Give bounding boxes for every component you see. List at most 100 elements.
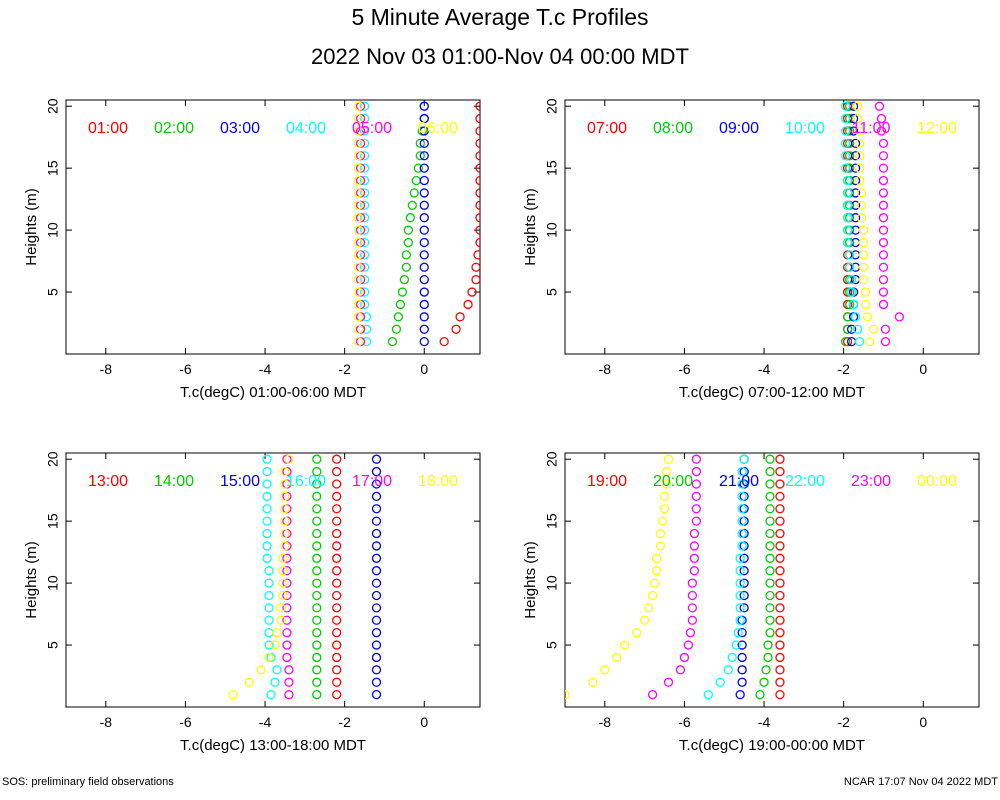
- data-point: [332, 528, 342, 539]
- data-point: [312, 628, 322, 638]
- data-point: [858, 250, 869, 260]
- data-point: [284, 665, 294, 675]
- data-point: [858, 237, 869, 248]
- legend-label: 08:00: [653, 120, 693, 137]
- data-point: [353, 200, 364, 210]
- x-tick-label: -4: [259, 714, 272, 730]
- data-point: [312, 578, 322, 588]
- x-tick-label: -8: [100, 361, 113, 377]
- data-point: [419, 213, 429, 223]
- data-point: [353, 287, 364, 297]
- data-point: [765, 504, 775, 514]
- data-point: [280, 541, 290, 551]
- data-point: [371, 528, 382, 539]
- data-point: [282, 640, 292, 650]
- data-point: [765, 615, 775, 625]
- data-point: [657, 516, 668, 526]
- data-point: [647, 689, 658, 700]
- data-point: [353, 237, 364, 248]
- y-tick-label: 15: [544, 160, 560, 176]
- data-point: [475, 151, 480, 161]
- data-point: [282, 628, 292, 638]
- data-point: [878, 250, 889, 260]
- data-point: [282, 603, 292, 613]
- data-point: [689, 541, 700, 551]
- data-point: [878, 138, 889, 149]
- data-point: [312, 677, 322, 687]
- series-1100: [874, 101, 905, 347]
- data-point: [353, 113, 364, 124]
- data-point: [735, 689, 745, 700]
- data-point: [737, 516, 747, 526]
- data-point: [842, 200, 853, 210]
- data-point: [359, 126, 370, 136]
- series-2300: [647, 454, 702, 700]
- data-point: [332, 615, 342, 625]
- data-point: [332, 689, 342, 700]
- data-point: [419, 200, 429, 210]
- data-point: [679, 652, 690, 663]
- x-axis-label: T.c(degC) 07:00-12:00 MDT: [679, 384, 865, 401]
- data-point: [842, 188, 853, 198]
- legend-label: 23:00: [851, 473, 891, 490]
- data-point: [463, 299, 473, 310]
- data-point: [737, 491, 747, 502]
- data-point: [735, 603, 745, 613]
- data-point: [387, 336, 398, 347]
- data-point: [846, 324, 857, 334]
- data-point: [775, 491, 785, 502]
- data-point: [312, 615, 322, 625]
- y-tick-label: 5: [544, 288, 560, 296]
- data-point: [312, 652, 322, 663]
- data-point: [761, 665, 771, 675]
- data-point: [846, 287, 857, 297]
- data-point: [663, 454, 674, 464]
- legend-label: 05:00: [352, 120, 392, 137]
- series-0400: [359, 101, 372, 347]
- data-point: [353, 163, 364, 173]
- data-point: [878, 151, 889, 161]
- data-point: [401, 262, 412, 272]
- data-point: [471, 262, 480, 272]
- data-point: [312, 516, 322, 526]
- series-1400: [312, 454, 322, 700]
- x-axis-label: T.c(degC) 19:00-00:00 MDT: [679, 737, 865, 754]
- data-point: [419, 225, 429, 235]
- data-point: [332, 665, 342, 675]
- series-0100: [439, 101, 480, 347]
- data-point: [842, 324, 853, 334]
- data-point: [262, 553, 272, 563]
- data-point: [353, 250, 364, 260]
- x-tick-label: 0: [919, 714, 927, 730]
- data-point: [359, 237, 370, 248]
- data-point: [763, 640, 773, 650]
- data-point: [280, 491, 290, 502]
- data-point: [840, 113, 851, 124]
- data-point: [353, 262, 364, 272]
- data-point: [475, 188, 480, 198]
- data-point: [413, 163, 423, 173]
- y-axis-label: Heights (m): [23, 541, 40, 619]
- series-1900: [775, 454, 785, 700]
- series-2000: [755, 454, 775, 700]
- data-point: [739, 578, 749, 588]
- legend-label: 03:00: [220, 120, 260, 137]
- data-point: [655, 528, 666, 539]
- data-point: [735, 615, 745, 625]
- data-point: [266, 689, 276, 700]
- data-point: [689, 553, 700, 563]
- series-0800: [840, 101, 855, 347]
- series-1700: [282, 454, 294, 700]
- data-point: [691, 504, 702, 514]
- data-point: [475, 237, 480, 248]
- data-point: [419, 324, 429, 334]
- data-point: [739, 590, 749, 601]
- data-point: [312, 479, 322, 489]
- data-point: [371, 652, 382, 663]
- data-point: [272, 628, 282, 638]
- series-0900: [846, 101, 861, 347]
- data-point: [371, 466, 382, 477]
- data-point: [419, 250, 429, 260]
- data-point: [312, 466, 322, 477]
- data-point: [371, 578, 382, 588]
